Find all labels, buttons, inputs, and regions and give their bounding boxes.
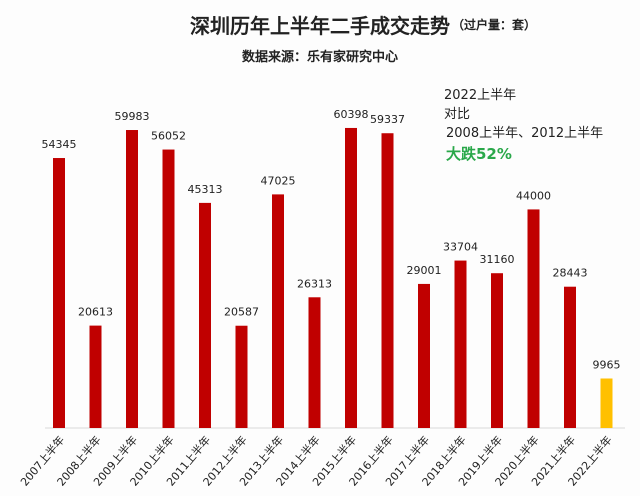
bar bbox=[381, 133, 394, 428]
data-label: 9965 bbox=[593, 358, 621, 371]
bar bbox=[527, 209, 540, 428]
bar bbox=[308, 297, 321, 428]
bar bbox=[454, 260, 467, 428]
data-label: 28443 bbox=[553, 267, 588, 280]
unit-note: （过户量：套） bbox=[452, 18, 537, 32]
chart-title: 深圳历年上半年二手成交走势 bbox=[190, 14, 450, 38]
bar bbox=[162, 149, 175, 428]
bar bbox=[345, 127, 357, 429]
data-label: 47025 bbox=[261, 174, 296, 187]
bar bbox=[126, 130, 138, 428]
data-label: 26313 bbox=[297, 277, 332, 290]
data-label: 56052 bbox=[151, 130, 186, 143]
bar bbox=[235, 325, 248, 428]
data-label: 31160 bbox=[480, 253, 515, 266]
bar bbox=[418, 283, 430, 428]
data-label: 45313 bbox=[188, 183, 223, 196]
annotation-line-2: 对比 bbox=[444, 107, 471, 122]
data-label: 60398 bbox=[334, 108, 369, 121]
bar bbox=[272, 194, 284, 428]
data-label: 20613 bbox=[78, 306, 113, 319]
data-label: 20587 bbox=[224, 306, 259, 319]
annotation-highlight: 大跌52% bbox=[446, 145, 512, 163]
data-label: 59337 bbox=[370, 113, 405, 126]
chart-subtitle: 数据来源：乐有家研究中心 bbox=[241, 50, 398, 65]
bar bbox=[600, 378, 613, 428]
data-label: 44000 bbox=[516, 189, 551, 202]
data-label: 54345 bbox=[42, 138, 77, 151]
data-label: 59983 bbox=[115, 110, 150, 123]
annotation-line-1: 2022上半年 bbox=[444, 88, 517, 103]
bar bbox=[199, 202, 211, 428]
bar bbox=[53, 158, 65, 428]
bar bbox=[491, 273, 503, 428]
bar bbox=[564, 286, 576, 428]
data-label: 33704 bbox=[443, 241, 478, 254]
bar bbox=[89, 325, 102, 428]
annotation-line-3: 2008上半年、2012上半年 bbox=[446, 126, 604, 141]
data-label: 29001 bbox=[407, 264, 442, 277]
